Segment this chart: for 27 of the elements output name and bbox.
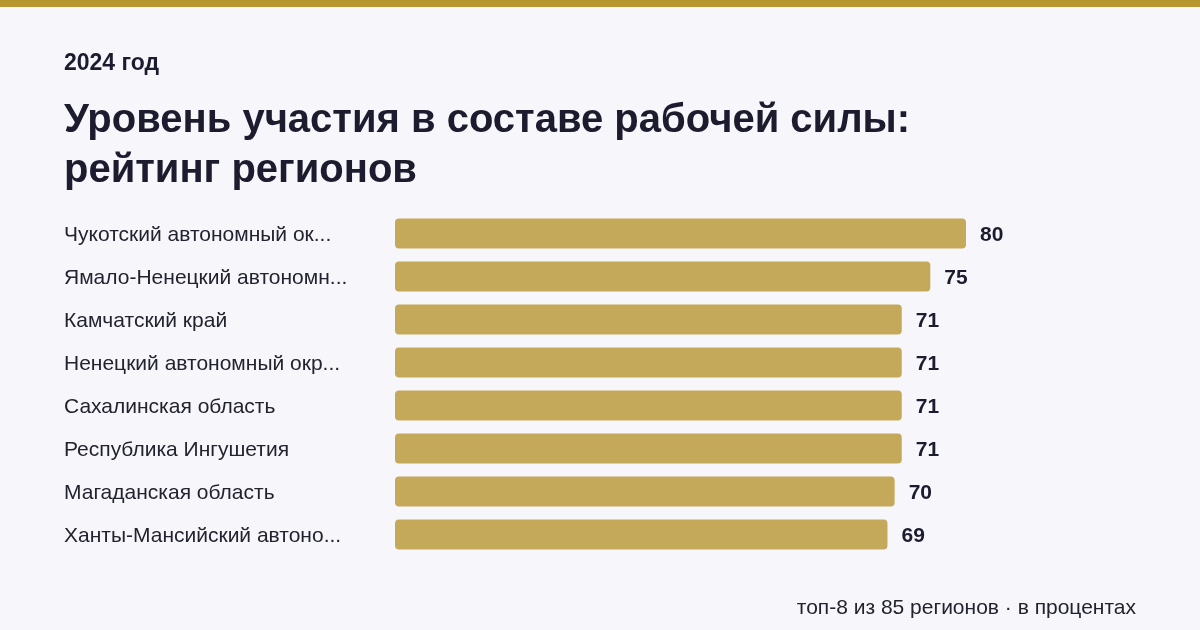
y-tick-label: Ханты-Мансийский автоно... (64, 522, 342, 546)
bar (395, 261, 931, 292)
bar (395, 390, 902, 421)
bar (395, 347, 902, 378)
bar (395, 519, 888, 550)
text: топ-8 из 85 регионов · в процентах (796, 595, 1137, 618)
data-label: 71 (915, 307, 940, 331)
bar (395, 476, 895, 507)
y-tick-label: Магаданская область (64, 479, 275, 503)
data-label: 71 (915, 436, 940, 460)
y-tick-label: Камчатский край (64, 307, 228, 331)
bar (395, 433, 902, 464)
data-label: 71 (915, 350, 940, 374)
bar (395, 304, 902, 335)
data-label: 70 (908, 479, 932, 503)
y-tick-label: Сахалинская область (64, 393, 276, 417)
y-tick-label: Чукотский автономный ок... (64, 221, 332, 245)
data-label: 80 (980, 221, 1004, 245)
data-label: 75 (944, 264, 968, 288)
chart-title: Уровень участия в составе рабочей силы: рейтинг регионов (64, 96, 911, 190)
text: 2024 год (64, 49, 160, 75)
y-tick-label: Ямало-Ненецкий автономн... (64, 264, 348, 288)
y-tick-label: Республика Ингушетия (64, 436, 290, 460)
y-tick-label: Ненецкий автономный окр... (64, 350, 341, 374)
data-label: 69 (901, 522, 925, 546)
data-label: 71 (915, 393, 940, 417)
bar (395, 218, 966, 249)
